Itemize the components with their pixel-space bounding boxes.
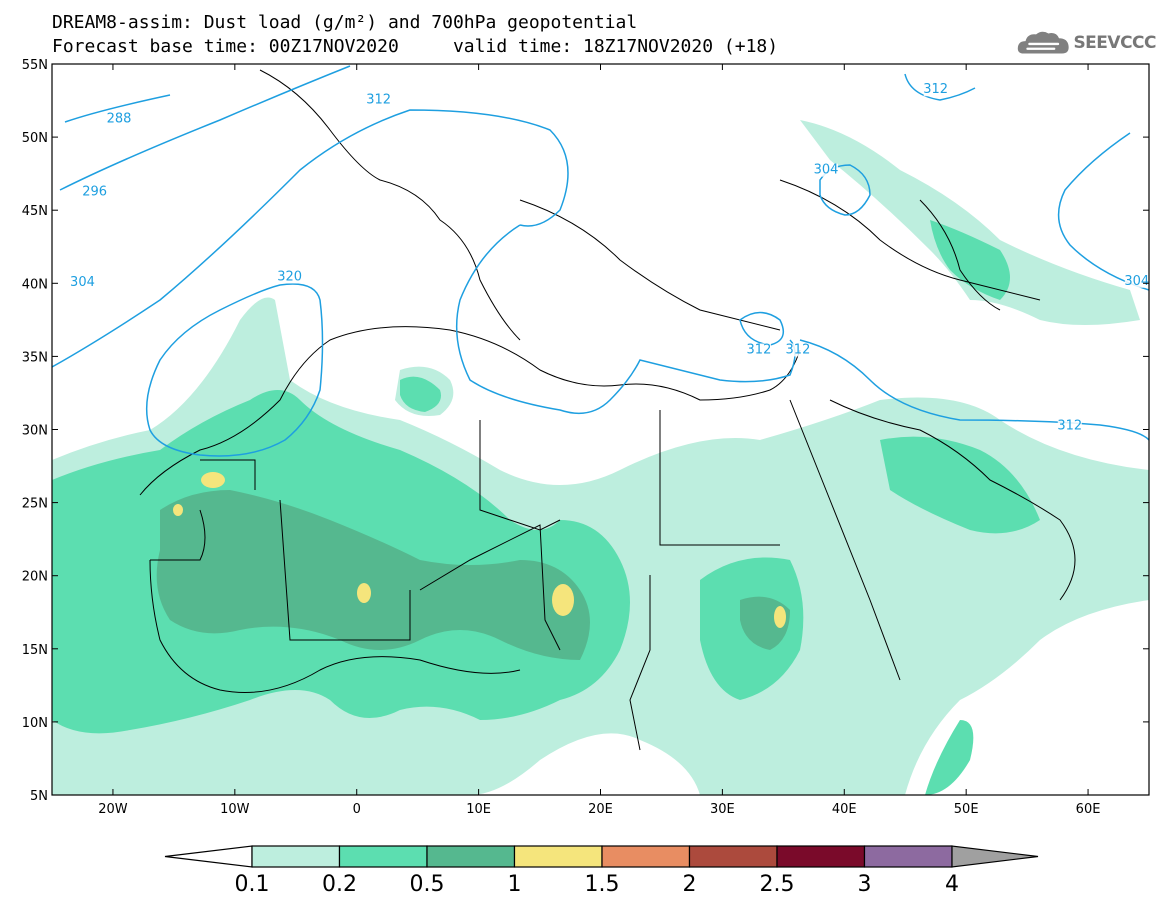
dust-shading xyxy=(52,120,1149,795)
logo-text: SEEVCCC xyxy=(1073,33,1156,53)
contour-label: 312 xyxy=(747,342,772,357)
contour-label: 320 xyxy=(277,269,302,284)
lat-tick-label: 35N xyxy=(22,350,48,365)
lon-tick-label: 10W xyxy=(220,802,250,817)
contour-label: 312 xyxy=(786,342,811,357)
lat-tick-label: 50N xyxy=(22,131,48,146)
lon-tick-label: 40E xyxy=(832,802,857,817)
colorbar-label: 0.5 xyxy=(410,872,445,897)
colorbar-label: 2.5 xyxy=(760,872,795,897)
lon-tick-label: 20E xyxy=(588,802,613,817)
colorbar-segment xyxy=(338,845,428,868)
lat-tick-label: 45N xyxy=(22,204,48,219)
geopotential-contours xyxy=(52,65,1149,457)
colorbar-label: 3 xyxy=(858,872,872,897)
lat-tick-label: 10N xyxy=(22,716,48,731)
contour-label: 304 xyxy=(1124,274,1149,289)
contour-label: 312 xyxy=(1057,419,1082,434)
axis-ticks: 20W 10W 0 10E 20E 30E 40E 50E 60E 5N 10N 15N 20N 25N 3… xyxy=(22,58,1149,817)
contour-label: 312 xyxy=(366,92,391,107)
lon-tick-label: 0 xyxy=(353,802,361,817)
lon-tick-label: 50E xyxy=(954,802,979,817)
contour-label: 312 xyxy=(923,82,948,97)
contour-label: 304 xyxy=(814,163,839,178)
colorbar-segment xyxy=(688,845,778,868)
lat-tick-label: 55N xyxy=(22,58,48,73)
coastlines xyxy=(139,69,1076,751)
colorbar-segment xyxy=(863,845,953,868)
lon-tick-label: 10E xyxy=(466,802,491,817)
lat-tick-label: 25N xyxy=(22,497,48,512)
contour-label: 288 xyxy=(107,111,132,126)
colorbar-under-triangle xyxy=(164,845,253,868)
colorbar-over-triangle xyxy=(951,845,1039,868)
colorbar-segment xyxy=(776,845,866,868)
lat-tick-label: 40N xyxy=(22,277,48,292)
colorbar-label: 1 xyxy=(508,872,522,897)
colorbar-segment xyxy=(601,845,691,868)
lon-tick-label: 30E xyxy=(710,802,735,817)
colorbar-label: 2 xyxy=(683,872,697,897)
lat-tick-label: 20N xyxy=(22,570,48,585)
contour-labels: 288 296 304 320 312 304 312 312 312 312 304 xyxy=(70,82,1149,433)
cloud-logo-icon xyxy=(1017,31,1069,54)
lon-tick-label: 20W xyxy=(98,802,128,817)
map-title: DREAM8-assim: Dust load (g/m²) and 700hP… xyxy=(52,12,638,33)
colorbar-segment xyxy=(513,845,603,868)
colorbar-label: 0.2 xyxy=(322,872,357,897)
colorbar-label: 0.1 xyxy=(235,872,270,897)
lon-tick-label: 60E xyxy=(1076,802,1101,817)
lat-tick-label: 30N xyxy=(22,424,48,439)
seevccc-logo: SEEVCCC xyxy=(1016,26,1156,60)
contour-label: 296 xyxy=(82,185,107,200)
colorbar-label: 1.5 xyxy=(585,872,620,897)
colorbar-segment xyxy=(426,845,516,868)
colorbar-segment xyxy=(251,845,341,868)
forecast-time-line: Forecast base time: 00Z17NOV2020 valid t… xyxy=(52,36,779,57)
colorbar-label: 4 xyxy=(945,872,959,897)
lat-tick-label: 5N xyxy=(30,789,48,804)
lat-tick-label: 15N xyxy=(22,643,48,658)
contour-label: 304 xyxy=(70,275,95,290)
colorbar: 0.1 0.2 0.5 1 1.5 2 2.5 3 4 xyxy=(164,845,1039,897)
